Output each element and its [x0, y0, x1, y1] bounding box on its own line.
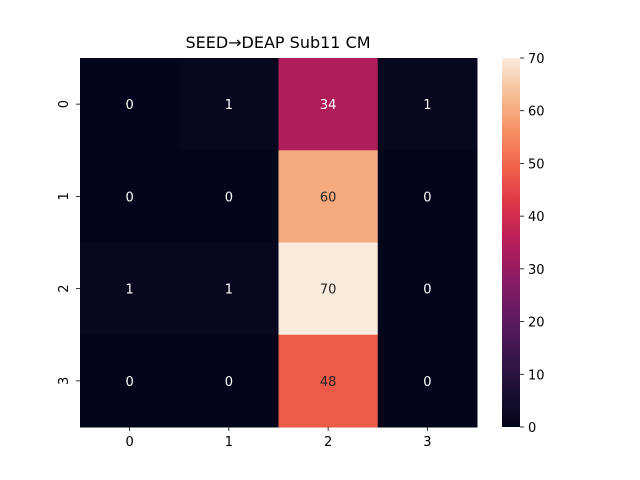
heatmap-cell	[80, 334, 180, 428]
heatmap-cell	[377, 334, 478, 428]
colorbar-tick-label: 60	[528, 105, 545, 120]
cell-value-label: 1	[225, 98, 233, 113]
cell-value-label: 0	[423, 283, 431, 298]
heatmap-cell	[179, 334, 279, 428]
colorbar-gradient	[502, 58, 520, 427]
heatmap-cell	[80, 242, 180, 336]
cell-value-label: 0	[423, 190, 431, 205]
colorbar-tick-label: 70	[528, 52, 545, 67]
colorbar-tick-label: 10	[528, 368, 545, 383]
cell-value-label: 1	[225, 283, 233, 298]
y-tick-label: 3	[57, 377, 72, 385]
cell-value-label: 70	[320, 283, 337, 298]
colorbar-tick-label: 50	[528, 157, 545, 172]
colorbar-tick-label: 0	[528, 421, 536, 436]
heatmap-cell	[377, 150, 478, 243]
x-tick-label: 0	[125, 435, 133, 450]
colorbar: 0 10 20 30 40 50 60 70	[502, 52, 545, 436]
cell-value-label: 48	[320, 375, 337, 390]
cell-value-label: 1	[423, 98, 431, 113]
heatmap-cell	[278, 150, 379, 243]
heatmap-cell	[278, 242, 379, 336]
cell-value-label: 34	[320, 98, 337, 113]
y-tick-label: 1	[57, 192, 72, 200]
heatmap-cells: 0 1 34 1 0 0 60 0 1 1 70 0 0 0 48 0	[80, 58, 478, 428]
y-tick-label: 0	[57, 100, 72, 108]
cell-value-label: 1	[125, 283, 133, 298]
x-tick-label: 1	[225, 435, 233, 450]
heatmap-cell	[377, 242, 478, 336]
chart-title: SEED→DEAP Sub11 CM	[185, 33, 370, 52]
cell-value-label: 0	[423, 375, 431, 390]
x-tick-label: 3	[423, 435, 431, 450]
heatmap-cell	[377, 58, 478, 151]
heatmap-cell	[278, 58, 379, 151]
colorbar-tick-label: 20	[528, 316, 545, 331]
heatmap-cell	[179, 242, 279, 336]
heatmap-cell	[80, 150, 180, 243]
cell-value-label: 0	[125, 98, 133, 113]
x-tick-label: 2	[324, 435, 332, 450]
colorbar-tick-label: 30	[528, 263, 545, 278]
x-axis: 0 1 2 3	[125, 427, 432, 450]
y-axis: 0 1 2 3	[57, 100, 80, 385]
cell-value-label: 0	[225, 375, 233, 390]
heatmap-cell	[179, 150, 279, 243]
cell-value-label: 0	[125, 190, 133, 205]
cell-value-label: 60	[320, 190, 337, 205]
colorbar-tick-label: 40	[528, 210, 545, 225]
cell-value-label: 0	[125, 375, 133, 390]
heatmap-cell	[179, 58, 279, 151]
y-tick-label: 2	[57, 284, 72, 292]
heatmap-cell	[80, 58, 180, 151]
cell-value-label: 0	[225, 190, 233, 205]
heatmap-cell	[278, 334, 379, 428]
